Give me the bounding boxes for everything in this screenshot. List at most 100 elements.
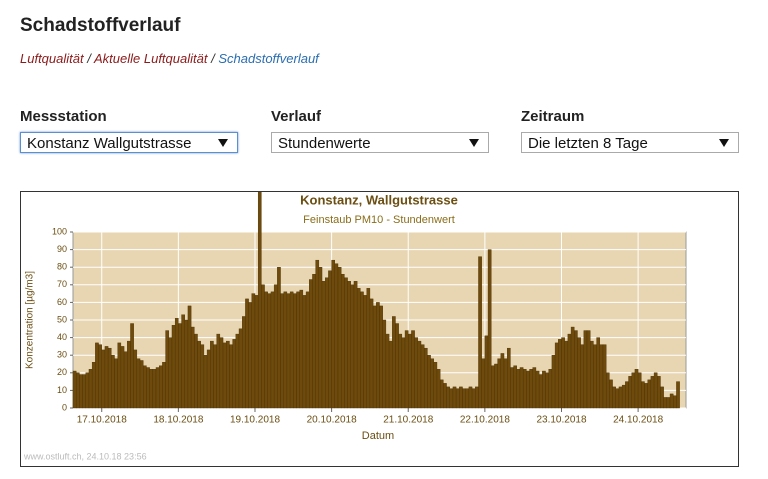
bar — [337, 266, 342, 409]
bar — [500, 353, 505, 409]
bar — [216, 333, 221, 409]
bar — [210, 340, 214, 409]
bar — [107, 347, 112, 409]
bar — [328, 270, 332, 409]
bar — [446, 386, 450, 409]
bar — [187, 305, 192, 409]
bar — [484, 335, 489, 409]
bar — [264, 291, 268, 409]
filter-label: Messstation — [20, 108, 107, 125]
select[interactable]: Stundenwerte — [271, 132, 489, 153]
bar — [238, 328, 243, 409]
x-axis-title: Datum — [362, 430, 394, 442]
bar — [430, 358, 434, 409]
bar — [350, 284, 355, 409]
bar — [312, 274, 316, 409]
y-tick-label: 80 — [57, 262, 67, 272]
bar — [673, 395, 677, 409]
bar — [519, 367, 524, 409]
bar — [417, 340, 422, 409]
select-value: Konstanz Wallgutstrasse — [27, 135, 192, 152]
bar — [143, 365, 147, 409]
bar — [545, 372, 549, 409]
dropdown-arrow — [719, 139, 729, 147]
bar — [219, 337, 224, 409]
bar — [162, 362, 166, 409]
bar — [232, 339, 237, 409]
bar — [184, 319, 189, 409]
bar — [650, 376, 655, 409]
bar — [542, 370, 546, 409]
bar — [88, 369, 93, 409]
crumb-link[interactable]: Aktuelle Luftqualität — [94, 51, 208, 66]
bar — [481, 358, 486, 409]
bar — [318, 266, 323, 409]
bar — [152, 369, 157, 409]
bar — [283, 291, 288, 409]
bar — [586, 330, 591, 409]
bar — [401, 337, 406, 409]
bar — [564, 340, 569, 409]
bar — [376, 302, 380, 409]
crumb-link[interactable]: Luftqualität — [20, 51, 84, 66]
y-tick-label: 50 — [57, 314, 67, 324]
y-tick-label: 60 — [57, 297, 67, 307]
y-tick-label: 90 — [57, 244, 67, 254]
x-tick-label: 20.10.2018 — [307, 415, 357, 426]
bar — [120, 346, 125, 409]
bar — [660, 386, 664, 409]
crumb-current: Schadstoffverlauf — [218, 51, 319, 66]
bar — [242, 316, 246, 409]
bar — [558, 339, 562, 409]
bar — [101, 349, 106, 409]
bar — [561, 337, 565, 409]
bar — [85, 372, 90, 409]
bar — [522, 369, 527, 409]
select-value: Die letzten 8 Tage — [528, 135, 648, 152]
bar — [321, 281, 326, 409]
bar — [590, 340, 594, 409]
bar — [171, 325, 176, 409]
x-tick-label: 23.10.2018 — [536, 415, 586, 426]
bar — [194, 333, 198, 409]
bar — [532, 367, 537, 409]
bar — [583, 330, 588, 409]
filter: Messstation Konstanz Wallgutstrasse — [20, 108, 238, 153]
bar — [647, 379, 652, 409]
crumb-separator: / — [211, 51, 215, 66]
y-axis-title: Konzentration [µg/m3] — [25, 271, 36, 369]
bar — [139, 360, 144, 409]
bar — [436, 369, 441, 409]
bar — [465, 388, 470, 409]
bar — [388, 340, 393, 409]
dropdown-arrow — [469, 139, 479, 147]
bar — [146, 367, 150, 409]
select[interactable]: Konstanz Wallgutstrasse — [20, 132, 238, 153]
x-tick-label: 21.10.2018 — [383, 415, 433, 426]
select[interactable]: Die letzten 8 Tage — [521, 132, 739, 153]
y-tick-label: 10 — [57, 385, 67, 395]
bar — [653, 372, 658, 409]
crumb-separator: / — [87, 51, 91, 66]
bar — [602, 344, 607, 409]
bar — [634, 369, 639, 409]
bar — [494, 363, 498, 409]
bar — [293, 293, 297, 409]
bar — [289, 291, 294, 409]
bar — [159, 365, 163, 409]
bar — [621, 384, 626, 409]
bar — [567, 333, 572, 409]
bar — [596, 337, 600, 409]
bar — [641, 381, 645, 409]
bar — [548, 369, 553, 409]
x-tick-label: 24.10.2018 — [613, 415, 663, 426]
bar — [229, 344, 233, 409]
bar — [334, 263, 339, 409]
bar — [433, 362, 438, 409]
bar — [408, 333, 412, 409]
bar — [487, 249, 492, 409]
bar — [363, 295, 367, 409]
bar — [200, 344, 205, 409]
bar — [127, 340, 131, 409]
bar — [273, 284, 278, 409]
